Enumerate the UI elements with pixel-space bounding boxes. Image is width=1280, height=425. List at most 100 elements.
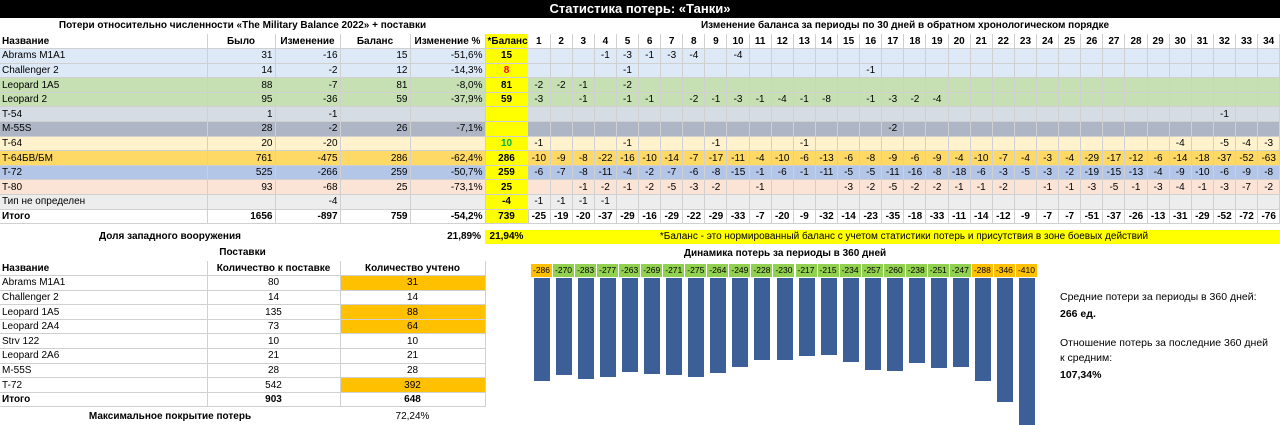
period-number: 4 <box>594 34 617 50</box>
bar-label: -260 <box>883 264 905 277</box>
period-cell <box>660 92 684 108</box>
period-cell <box>771 179 794 196</box>
period-cell: -14 <box>660 150 684 166</box>
supplies-name: Leopard 1A5 <box>0 304 208 320</box>
row-name: T-54 <box>0 106 208 123</box>
period-cell <box>793 77 816 93</box>
period-cell: -2 <box>992 179 1015 196</box>
period-row: -1 -2 -1 -2 -5 -3 -2 -1 -3 -2 -5 -2 -2 -1 -1 -2 -1 -1 -3 -5… <box>528 179 1280 196</box>
row-was: 14 <box>207 63 276 79</box>
period-cell <box>1213 77 1237 93</box>
bar <box>666 278 683 376</box>
period-cell: -1 <box>638 48 662 64</box>
period-cell <box>837 106 861 123</box>
period-cell: -3 <box>1213 179 1237 196</box>
row-pct: -50,7% <box>410 165 486 181</box>
period-cell <box>948 92 971 108</box>
period-total: -37 <box>594 209 617 225</box>
row-was: 20 <box>207 136 276 152</box>
period-cell: -3 <box>992 165 1015 181</box>
period-cell: -4 <box>771 92 794 108</box>
period-cell <box>1058 77 1082 93</box>
bar-label: -410 <box>1015 264 1037 277</box>
period-cell <box>837 92 861 108</box>
bar <box>622 278 639 373</box>
period-cell: -4 <box>1235 136 1259 152</box>
period-cell <box>1080 121 1104 137</box>
period-cell <box>925 63 949 79</box>
row-pct: -62,4% <box>410 150 486 166</box>
period-cell <box>1257 121 1280 137</box>
supplies-row: Challenger 2 14 14 <box>0 290 486 306</box>
period-cell <box>1036 77 1060 93</box>
period-cell <box>1080 48 1104 64</box>
period-cell <box>948 106 971 123</box>
period-cell <box>704 121 728 137</box>
period-cell <box>704 63 728 79</box>
period-cell: -14 <box>1169 150 1192 166</box>
table-row: T-64 20 -20 10 <box>0 136 529 152</box>
period-cell <box>1257 194 1280 210</box>
period-total: -7 <box>1036 209 1060 225</box>
period-cell <box>1014 179 1038 196</box>
period-cell <box>1124 92 1148 108</box>
period-cell <box>550 106 573 123</box>
period-cell <box>881 63 905 79</box>
period-cell: -2 <box>881 121 905 137</box>
bar <box>710 278 727 373</box>
row-balance <box>340 194 411 210</box>
table-row: T-54 1 -1 <box>0 106 529 123</box>
period-cell <box>1169 92 1192 108</box>
period-cell <box>837 194 861 210</box>
period-cell: -3 <box>1080 179 1104 196</box>
bar-label: -257 <box>861 264 883 277</box>
total-balance: 759 <box>340 209 411 225</box>
period-number: 33 <box>1235 34 1259 50</box>
period-cell <box>638 106 662 123</box>
bar-label: -251 <box>927 264 949 277</box>
avg-value: 266 ед. <box>1060 308 1096 320</box>
period-cell: -1 <box>1058 179 1082 196</box>
period-cell: -4 <box>1169 179 1192 196</box>
period-cell <box>970 77 993 93</box>
period-cell: -15 <box>1102 165 1126 181</box>
bar-label: -269 <box>641 264 663 277</box>
period-total: -37 <box>1102 209 1126 225</box>
supplies-counted: 88 <box>340 304 486 320</box>
period-cell <box>992 194 1015 210</box>
period-cell <box>682 194 706 210</box>
column-header: Изменение % <box>410 34 486 50</box>
period-cell <box>660 106 684 123</box>
row-name: Challenger 2 <box>0 63 208 79</box>
period-cell <box>1102 77 1126 93</box>
period-cell <box>903 77 927 93</box>
bar-label: -234 <box>839 264 861 277</box>
period-row: -1 -1 -1 -1 -4 -5 -4 -3 <box>528 136 1280 152</box>
period-cell <box>1235 48 1259 64</box>
period-cell <box>528 106 551 123</box>
column-header: Изменение <box>275 34 341 50</box>
period-row: -1 -1 -1 -1 <box>528 194 1280 210</box>
period-cell: -5 <box>1014 165 1038 181</box>
period-cell <box>1124 63 1148 79</box>
row-pct: -51,6% <box>410 48 486 64</box>
period-cell <box>1080 92 1104 108</box>
period-total: -23 <box>859 209 883 225</box>
row-change: -2 <box>275 121 341 137</box>
period-cell <box>1147 194 1170 210</box>
row-nbal: 8 <box>485 63 529 79</box>
period-cell: -2 <box>859 179 883 196</box>
period-cell <box>704 106 728 123</box>
period-number: 32 <box>1213 34 1237 50</box>
period-cell <box>992 77 1015 93</box>
period-cell <box>638 121 662 137</box>
chart-title: Динамика потерь за периоды в 360 дней <box>683 248 887 259</box>
period-cell <box>1147 106 1170 123</box>
period-cell <box>1191 48 1214 64</box>
period-cell <box>550 63 573 79</box>
period-cell <box>1014 136 1038 152</box>
period-cell <box>859 106 883 123</box>
period-cell <box>771 106 794 123</box>
supplies-counted: 21 <box>340 348 486 364</box>
period-cell <box>815 179 839 196</box>
